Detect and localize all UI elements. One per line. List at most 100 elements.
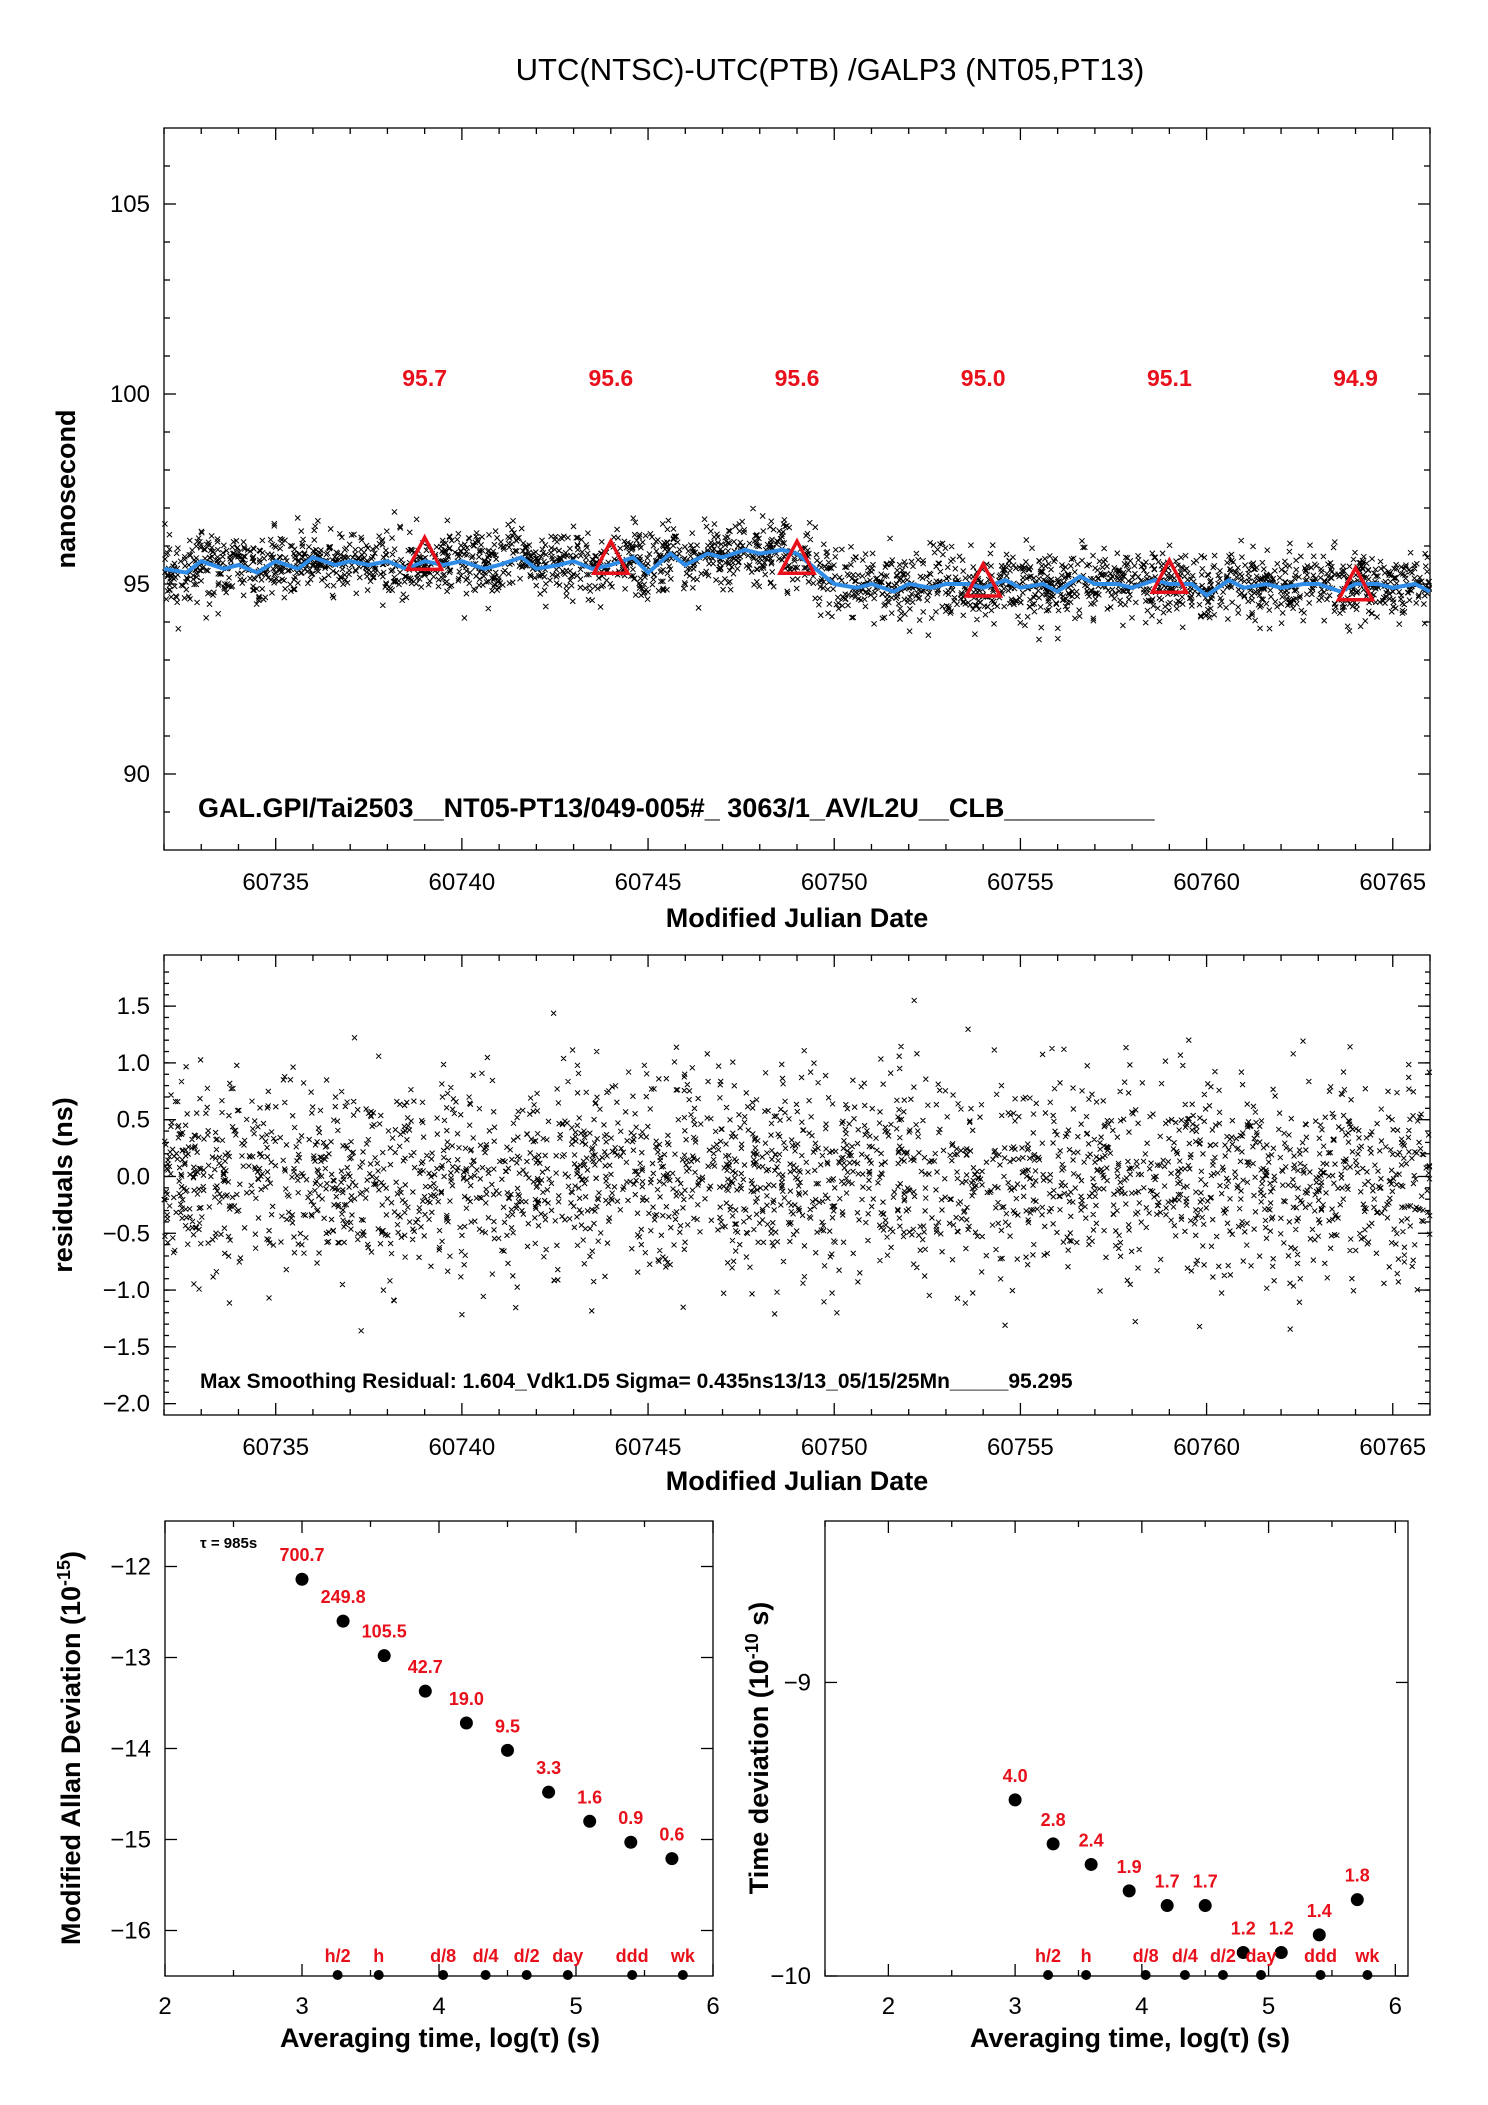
y-tick-label: −16 — [110, 1918, 151, 1945]
period-label: h/2 — [1035, 1946, 1061, 1966]
x-tick-label: 60765 — [1359, 869, 1426, 896]
deviation-label: 1.2 — [1231, 1919, 1256, 1939]
deviation-label: 1.6 — [577, 1787, 602, 1807]
x-tick-label: 3 — [295, 1993, 308, 2020]
deviation-point — [1236, 1946, 1250, 1960]
period-marker — [1140, 1970, 1151, 1980]
deviation-point — [1350, 1893, 1364, 1907]
time-deviation-panel: Averaging time, log(τ) (s) Time deviatio… — [742, 1520, 1409, 2053]
figure-title: UTC(NTSC)-UTC(PTB) /GALP3 (NT05,PT13) — [516, 52, 1145, 87]
period-marker — [521, 1970, 532, 1980]
x-tick-label: 5 — [1262, 1993, 1275, 2020]
deviation-point — [1160, 1899, 1174, 1913]
y-tick-label: −1.5 — [103, 1334, 150, 1361]
period-marker — [677, 1970, 688, 1980]
deviation-label: 1.7 — [1193, 1872, 1218, 1892]
residual-point — [161, 997, 1433, 1334]
daily-mean-marker — [404, 533, 445, 572]
daily-mean-label: 95.7 — [402, 365, 447, 391]
deviation-point — [1046, 1837, 1060, 1851]
x-tick-label: 60740 — [429, 869, 496, 896]
allan-deviation-y-axis-label: Modified Allan Deviation (10-15) — [54, 1551, 86, 1945]
x-tick-label: 60745 — [615, 1434, 682, 1461]
deviation-label: 1.7 — [1155, 1872, 1180, 1892]
period-marker — [1081, 1970, 1092, 1980]
deviation-point — [295, 1572, 309, 1586]
time-series-frame — [163, 127, 1431, 851]
deviation-label: 700.7 — [279, 1545, 324, 1565]
time-series-annotation: GAL.GPI/Tai2503__NT05-PT13/049-005#_ 306… — [198, 793, 1156, 823]
deviation-label: 1.8 — [1345, 1866, 1370, 1886]
y-tick-label: −14 — [110, 1736, 151, 1763]
daily-mean-marker — [963, 560, 1004, 598]
y-tick-label: −13 — [110, 1645, 151, 1672]
residuals-y-axis-label: residuals (ns) — [48, 1097, 78, 1273]
x-tick-label: 60755 — [987, 1434, 1054, 1461]
deviation-label: 105.5 — [362, 1622, 407, 1642]
period-marker — [373, 1970, 384, 1980]
deviation-label: 3.3 — [536, 1758, 561, 1778]
deviation-label: 1.9 — [1117, 1857, 1142, 1877]
period-label: h/2 — [325, 1946, 351, 1966]
deviation-point — [1008, 1793, 1022, 1807]
y-tick-label: −1.0 — [103, 1277, 150, 1304]
daily-mean-label: 94.9 — [1333, 365, 1378, 391]
period-label: d/2 — [1210, 1946, 1236, 1966]
x-tick-label: 6 — [1389, 1993, 1402, 2020]
period-label: wk — [1354, 1946, 1380, 1966]
y-tick-label: −9 — [784, 1669, 811, 1696]
period-label: d/2 — [514, 1946, 540, 1966]
deviation-point — [336, 1614, 350, 1628]
time-deviation-frame — [824, 1520, 1409, 1977]
deviation-point — [1084, 1857, 1098, 1871]
x-tick-label: 60750 — [801, 869, 868, 896]
period-label: d/4 — [1172, 1946, 1198, 1966]
allan-deviation-x-axis-label: Averaging time, log(τ) (s) — [280, 2023, 600, 2053]
y-tick-label: 90 — [123, 761, 150, 788]
period-label: day — [552, 1946, 583, 1966]
y-tick-label: 1.5 — [117, 993, 150, 1020]
residuals-annotation: Max Smoothing Residual: 1.604_Vdk1.D5 Si… — [200, 1370, 1073, 1393]
deviation-point — [1198, 1899, 1212, 1913]
daily-mean-marker — [1149, 556, 1190, 594]
x-tick-label: 5 — [569, 1993, 582, 2020]
deviation-point — [624, 1835, 638, 1849]
deviation-point — [1122, 1884, 1136, 1898]
x-tick-label: 60740 — [429, 1434, 496, 1461]
period-marker — [562, 1970, 573, 1980]
deviation-point — [1274, 1946, 1288, 1960]
deviation-label: 0.9 — [618, 1808, 643, 1828]
deviation-label: 4.0 — [1003, 1766, 1028, 1786]
deviation-point — [665, 1852, 679, 1866]
deviation-label: 0.6 — [659, 1825, 684, 1845]
time-deviation-y-axis-label: Time deviation (10-10 s) — [742, 1602, 774, 1895]
deviation-point — [583, 1814, 597, 1828]
daily-mean-label: 95.1 — [1147, 365, 1192, 391]
time-series-panel: Modified Julian Date nanosecond GAL.GPI/… — [51, 127, 1433, 933]
x-tick-label: 60735 — [242, 1434, 309, 1461]
period-label: h — [373, 1946, 384, 1966]
x-tick-label: 60735 — [242, 869, 309, 896]
period-marker — [438, 1970, 449, 1980]
daily-mean-marker — [777, 537, 817, 575]
time-series-y-axis-label: nanosecond — [51, 409, 81, 568]
period-marker — [1217, 1970, 1228, 1980]
x-tick-label: 60745 — [615, 869, 682, 896]
tau-note: τ = 985s — [200, 1535, 257, 1552]
y-tick-label: −15 — [110, 1827, 151, 1854]
period-marker — [1043, 1970, 1054, 1980]
period-marker — [480, 1970, 491, 1980]
deviation-point — [542, 1785, 556, 1799]
residuals-x-axis-label: Modified Julian Date — [666, 1466, 929, 1496]
allan-deviation-panel: Averaging time, log(τ) (s) Modified Alla… — [54, 1520, 720, 2053]
daily-mean-marker — [1335, 564, 1376, 602]
period-marker — [332, 1970, 343, 1980]
residuals-frame — [163, 954, 1431, 1416]
y-tick-label: −0.5 — [103, 1220, 150, 1247]
period-marker — [1315, 1970, 1326, 1980]
y-tick-label: −2.0 — [103, 1391, 150, 1418]
period-label: d/8 — [430, 1946, 456, 1966]
time-deviation-x-axis-label: Averaging time, log(τ) (s) — [970, 2023, 1290, 2053]
y-tick-label: 0.0 — [117, 1163, 150, 1190]
